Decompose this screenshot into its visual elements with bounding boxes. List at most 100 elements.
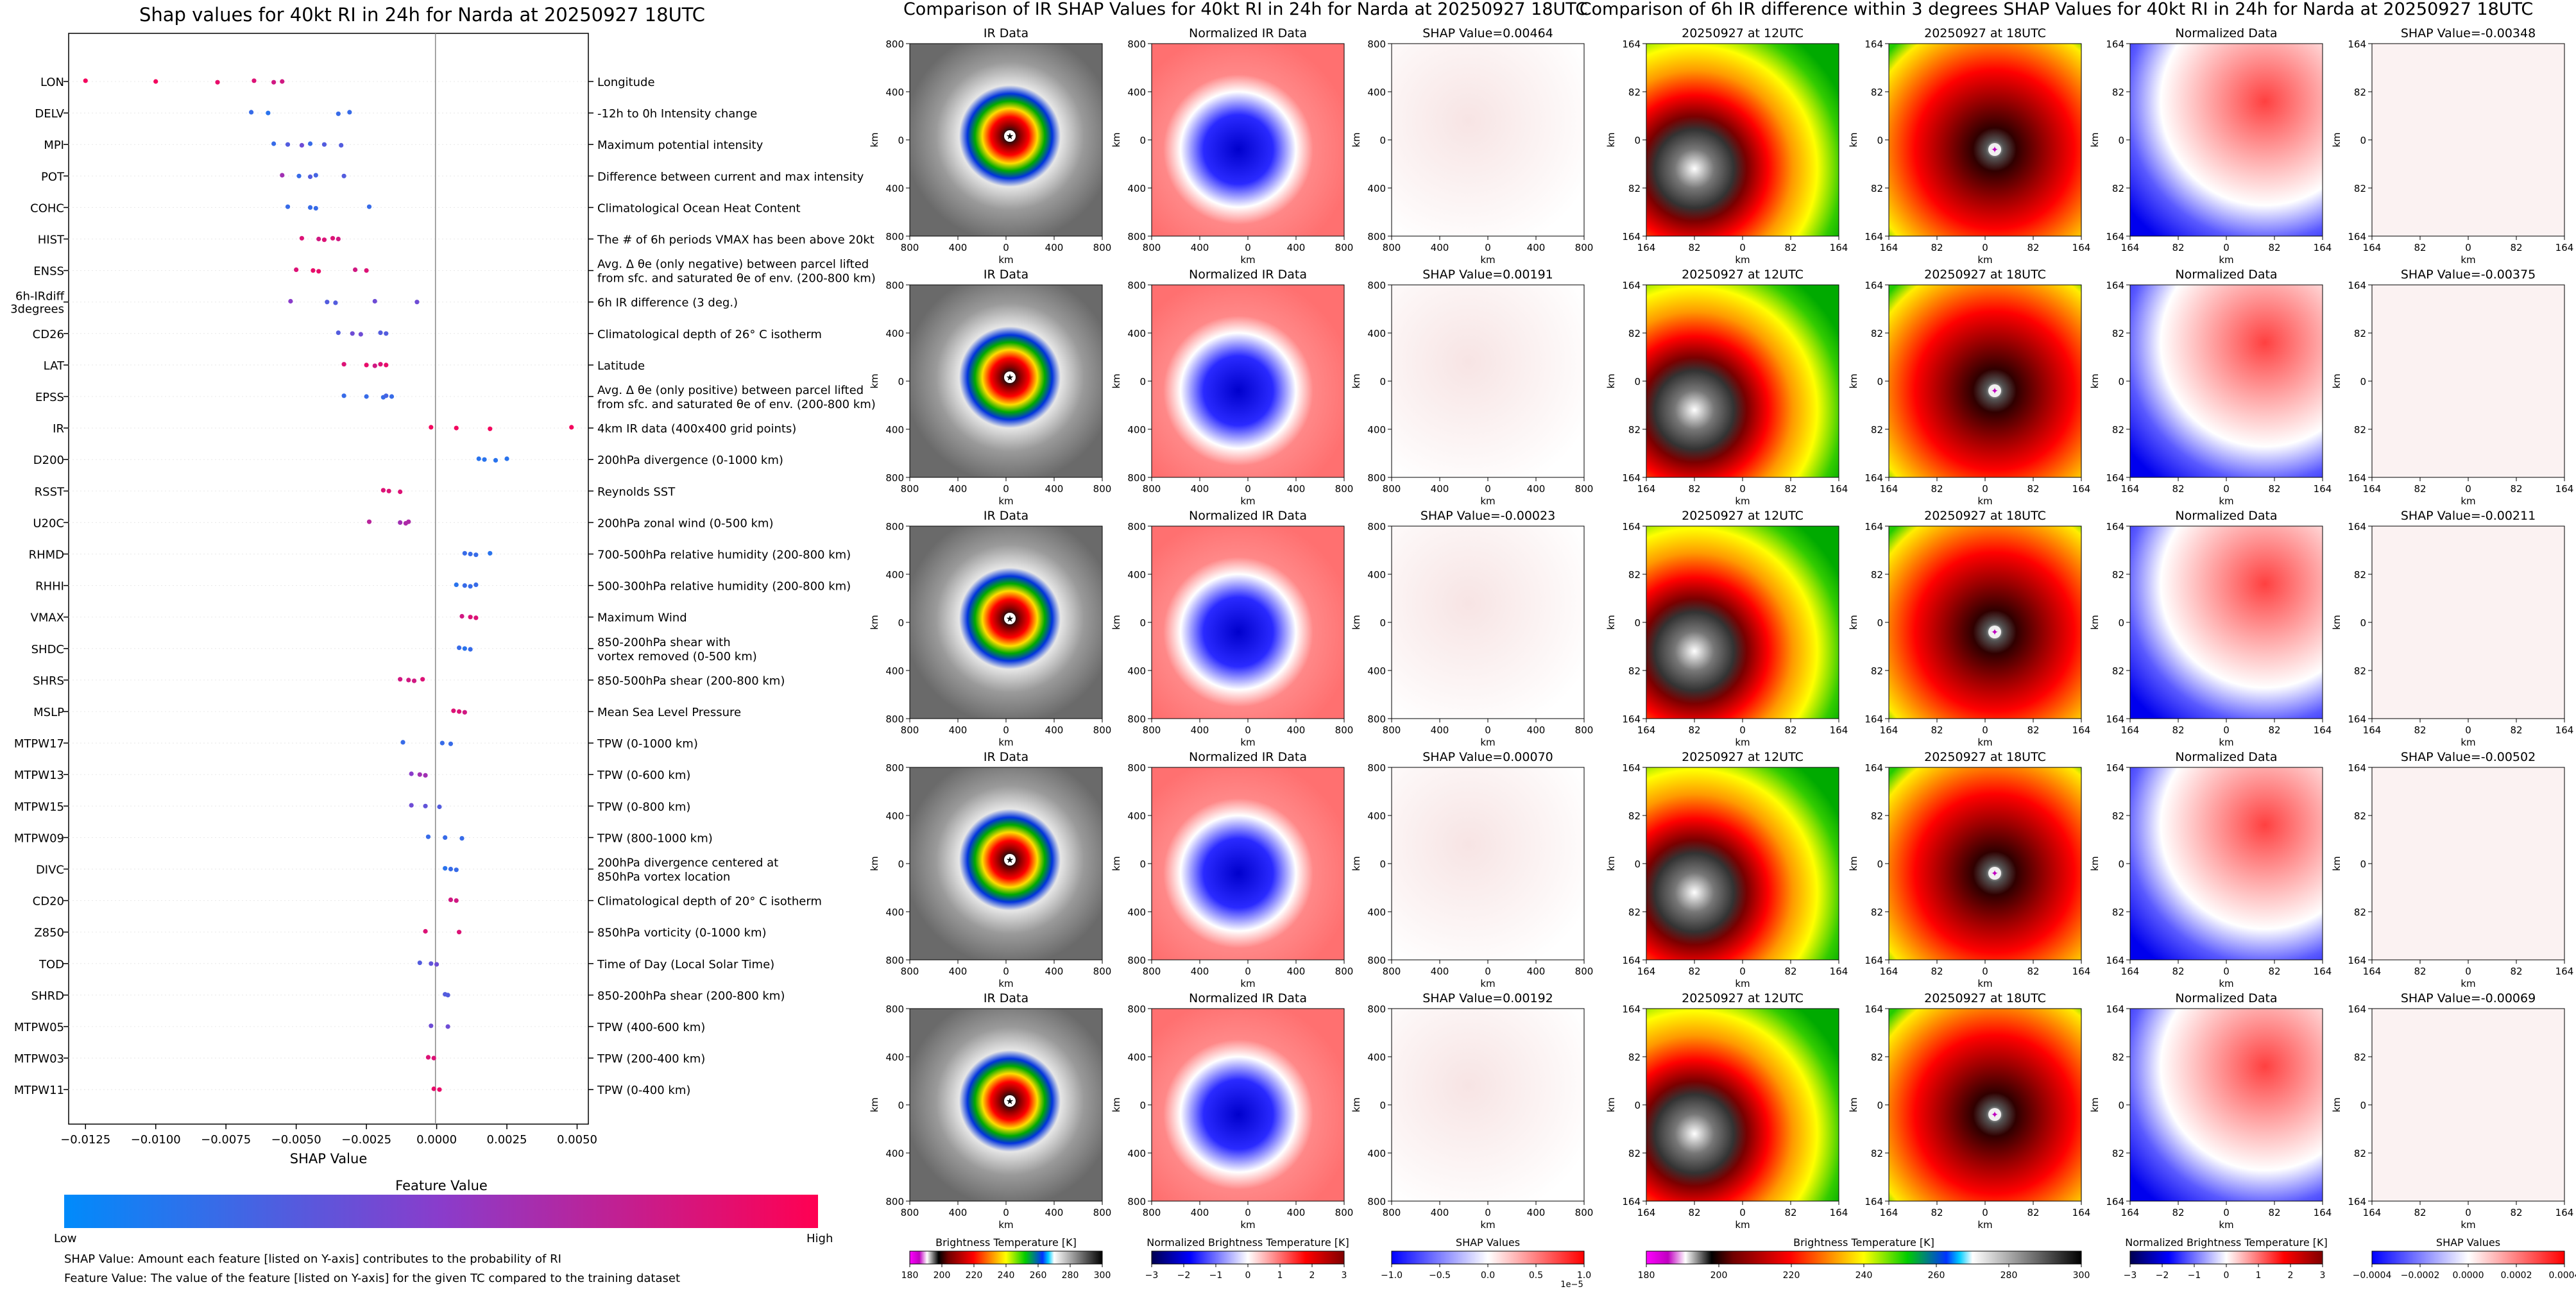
y-tick-label: 400 bbox=[1367, 183, 1386, 194]
y-tick-label: 82 bbox=[1628, 569, 1641, 581]
colorbar-high: High bbox=[806, 1232, 833, 1245]
x-tick-label: 0 bbox=[1245, 966, 1251, 977]
y-tick-label: 164 bbox=[2348, 762, 2366, 774]
cb-tick-label: 220 bbox=[1783, 1270, 1800, 1281]
shap-point bbox=[437, 1087, 442, 1092]
x-tick-label: −0.0050 bbox=[271, 1133, 321, 1147]
x-tick-label: 400 bbox=[1431, 483, 1449, 495]
cb-tick-label: 3 bbox=[2320, 1270, 2326, 1281]
x-tick-label: 400 bbox=[1287, 483, 1306, 495]
cb-tick-label: 2 bbox=[2288, 1270, 2294, 1281]
cb-tick-label: 220 bbox=[966, 1270, 983, 1281]
x-tick-label: 400 bbox=[1287, 242, 1306, 253]
shap-point bbox=[462, 583, 467, 588]
shap-point bbox=[429, 425, 434, 430]
diff-normalized-image bbox=[2129, 284, 2323, 478]
x-tick-label: 0 bbox=[2465, 966, 2471, 977]
diff-shap-map bbox=[2371, 284, 2565, 478]
x-tick-label: 800 bbox=[901, 242, 919, 253]
shap-point bbox=[364, 394, 369, 399]
ir-shap-colorbar-exponent: 1e−5 bbox=[1560, 1280, 1583, 1289]
y-tick-label: 82 bbox=[1628, 907, 1641, 918]
feature-name: U20C bbox=[33, 516, 64, 530]
ir-shap-title: SHAP Value=0.00464 bbox=[1422, 26, 1553, 40]
ir-shap-colorbar-label: SHAP Values bbox=[1456, 1236, 1520, 1249]
x-tick-label: 0 bbox=[1003, 724, 1009, 736]
y-tick-label: 164 bbox=[2106, 1196, 2124, 1208]
x-tick-label: 800 bbox=[1093, 483, 1112, 495]
y-tick-label: 400 bbox=[885, 183, 904, 194]
shap-summary-panel: Shap values for 40kt RI in 24h for Narda… bbox=[10, 4, 876, 1285]
cb-tick-label: 1 bbox=[2256, 1270, 2262, 1281]
x-tick-label: 400 bbox=[1191, 724, 1209, 736]
x-axis-label: km bbox=[2219, 978, 2233, 989]
feature-description: TPW (800-1000 km) bbox=[597, 832, 713, 845]
x-axis-label: km bbox=[2219, 495, 2233, 507]
x-tick-label: 164 bbox=[1637, 242, 1656, 253]
x-tick-label: 0 bbox=[1739, 724, 1746, 736]
x-tick-label: 82 bbox=[1688, 483, 1700, 495]
cb-tick-label: 0.0000 bbox=[2453, 1270, 2484, 1281]
y-tick-label: 400 bbox=[1127, 810, 1146, 822]
cb-tick-label: 280 bbox=[2000, 1270, 2018, 1281]
x-tick-label: 400 bbox=[1045, 483, 1064, 495]
ir-brightness-colorbar bbox=[909, 1251, 1103, 1265]
x-tick-label: 800 bbox=[1143, 242, 1161, 253]
x-tick-label: 0 bbox=[1982, 242, 1988, 253]
x-tick-label: 800 bbox=[1383, 1207, 1401, 1218]
y-tick-label: 82 bbox=[2112, 424, 2124, 436]
y-axis-label: km bbox=[1351, 373, 1362, 388]
feature-description: 850-200hPa shear (200-800 km) bbox=[597, 989, 785, 1003]
x-tick-label: 164 bbox=[2121, 483, 2140, 495]
cb-tick-label: 240 bbox=[1855, 1270, 1873, 1281]
x-tick-label: 82 bbox=[2414, 242, 2426, 253]
x-tick-label: 164 bbox=[2314, 242, 2332, 253]
shap-point bbox=[336, 330, 341, 336]
shap-point bbox=[398, 489, 403, 495]
y-tick-label: 800 bbox=[885, 38, 904, 50]
x-tick-label: 164 bbox=[2363, 483, 2382, 495]
shap-title: Shap values for 40kt RI in 24h for Narda… bbox=[139, 4, 705, 26]
diff-subplot-title: Normalized Data bbox=[2175, 268, 2277, 282]
diff-subplot-title: 20250927 at 18UTC bbox=[1924, 991, 2046, 1005]
x-tick-label: 0 bbox=[1003, 242, 1009, 253]
x-tick-label: 82 bbox=[1688, 966, 1700, 977]
feature-description: TPW (0-1000 km) bbox=[597, 737, 698, 751]
x-tick-label: 800 bbox=[1335, 1207, 1354, 1218]
x-axis-label: km bbox=[1977, 1219, 1992, 1231]
y-tick-label: 0 bbox=[2360, 617, 2366, 629]
shap-note-2: Feature Value: The value of the feature … bbox=[64, 1272, 680, 1285]
y-tick-label: 82 bbox=[2354, 665, 2366, 677]
x-tick-label: 0 bbox=[1485, 483, 1491, 495]
x-tick-label: 0 bbox=[2465, 242, 2471, 253]
x-tick-label: 0 bbox=[2223, 483, 2230, 495]
cb-tick-label: 200 bbox=[1710, 1270, 1728, 1281]
y-tick-label: 164 bbox=[2348, 38, 2366, 50]
shap-point bbox=[288, 298, 293, 304]
y-tick-label: 164 bbox=[2348, 955, 2366, 966]
shap-point bbox=[215, 80, 220, 85]
diff-subplot-title: 20250927 at 12UTC bbox=[1682, 26, 1804, 40]
y-tick-label: 164 bbox=[2106, 955, 2124, 966]
shap-point bbox=[347, 110, 352, 115]
shap-point bbox=[454, 582, 459, 588]
y-tick-label: 400 bbox=[1367, 665, 1386, 677]
x-tick-label: 82 bbox=[2414, 1207, 2426, 1218]
feature-name: COHC bbox=[30, 201, 64, 215]
cb-tick-label: −0.0002 bbox=[2401, 1270, 2440, 1281]
y-tick-label: 82 bbox=[1871, 1052, 1883, 1063]
x-tick-label: 0 bbox=[1245, 242, 1251, 253]
y-tick-label: 164 bbox=[1864, 713, 1883, 725]
x-axis-label: km bbox=[2461, 254, 2475, 266]
y-tick-label: 400 bbox=[1367, 907, 1386, 918]
shap-point bbox=[443, 835, 448, 840]
y-tick-label: 164 bbox=[2106, 231, 2124, 243]
x-tick-label: 164 bbox=[2363, 1207, 2382, 1218]
x-axis-label: km bbox=[1240, 978, 1255, 989]
y-tick-label: 0 bbox=[2118, 858, 2124, 870]
y-tick-label: 82 bbox=[1871, 87, 1883, 98]
y-tick-label: 800 bbox=[1127, 713, 1146, 725]
diff-normalized-image bbox=[2129, 1008, 2323, 1202]
y-tick-label: 82 bbox=[1871, 183, 1883, 194]
feature-description: from sfc. and saturated θe of env. (200-… bbox=[597, 272, 876, 286]
